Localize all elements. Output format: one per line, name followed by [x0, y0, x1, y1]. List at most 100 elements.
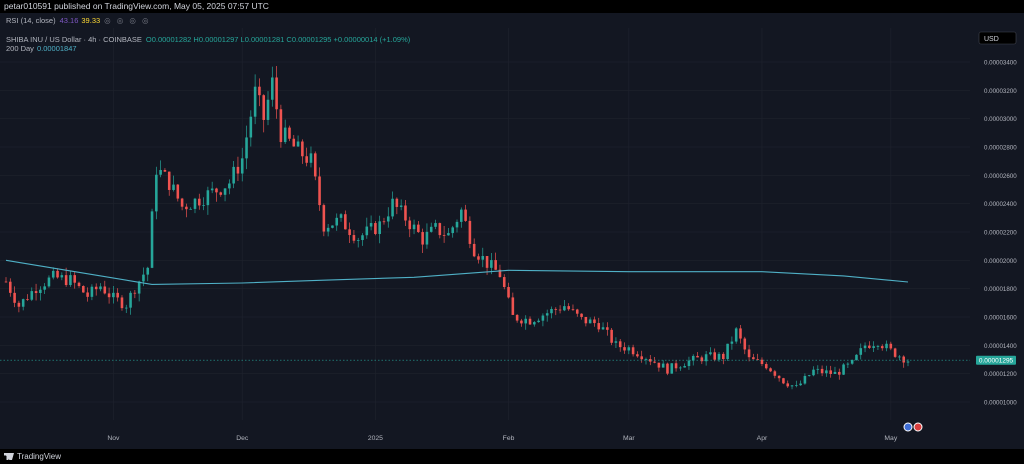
candle-body [584, 316, 588, 324]
candle [700, 355, 704, 365]
candle-body [348, 229, 351, 236]
rsi-settings-icon[interactable]: ◎ ◎ ◎ ◎ [104, 16, 151, 25]
candle [666, 362, 669, 376]
y-tick-label: 0.00003000 [984, 116, 1017, 123]
candle-body [893, 348, 897, 357]
candle [756, 353, 759, 361]
currency-button[interactable]: USD [978, 31, 1017, 45]
rsi-legend[interactable]: RSI (14, close) 43.16 39.33 ◎ ◎ ◎ ◎ [6, 16, 151, 25]
candle-body [498, 269, 502, 278]
candle [64, 267, 68, 287]
grid [0, 28, 970, 420]
candle [679, 366, 682, 371]
tradingview-logo-icon [4, 453, 14, 460]
tradingview-logo[interactable]: TradingView [4, 452, 61, 461]
candle-body [842, 364, 845, 375]
ma-legend[interactable]: 200 Day 0.00001847 [6, 44, 77, 53]
candle-body [588, 319, 592, 324]
candle [567, 303, 570, 311]
candle-body [691, 355, 695, 361]
candle [734, 327, 738, 344]
candle-body [120, 297, 124, 309]
candle-body [322, 205, 326, 232]
candle-body [429, 226, 433, 232]
candle-body [872, 346, 875, 348]
y-tick-label: 0.00002600 [984, 173, 1017, 180]
candle [520, 318, 523, 327]
candle-body [335, 217, 339, 226]
candle-body [116, 292, 119, 298]
candle [326, 223, 330, 237]
candle [782, 377, 785, 385]
plot-background [0, 28, 1024, 449]
candle-body [460, 209, 463, 222]
candle [777, 375, 781, 382]
candle-body [39, 289, 42, 294]
candle-body [833, 371, 837, 374]
candle-body [524, 318, 528, 324]
symbol-label: SHIBA INU / US Dollar · 4h · COINBASE [6, 35, 142, 44]
candle-body [399, 205, 403, 207]
candle-body [258, 86, 261, 96]
candle [305, 147, 308, 167]
candle-body [511, 297, 515, 315]
candle-body [266, 99, 270, 120]
candle-body [756, 359, 759, 361]
candle-body [107, 293, 111, 298]
candle-body [850, 359, 854, 364]
candle-body [597, 323, 601, 330]
candle-body [129, 292, 132, 308]
candle-body [490, 260, 493, 268]
x-axis[interactable]: Nov Dec 2025 Feb Mar Apr May [107, 435, 898, 442]
y-tick-label: 0.00002800 [984, 145, 1017, 152]
candle [528, 316, 532, 325]
candle-body [275, 77, 278, 110]
candle [56, 268, 59, 279]
y-axis[interactable]: 0.00003400 0.00003200 0.00003000 0.00002800… [984, 60, 1017, 407]
event-flags[interactable] [903, 422, 923, 432]
candle [288, 125, 291, 142]
candle [468, 216, 472, 249]
candle-body [124, 307, 128, 309]
candle-body [764, 364, 768, 369]
candle [889, 341, 893, 351]
candle [726, 343, 729, 361]
flag-us-icon [903, 422, 913, 432]
flag-us-icon-2 [913, 422, 923, 432]
candle [266, 91, 270, 126]
candle [764, 362, 768, 370]
candle-body [799, 383, 802, 386]
candle [219, 191, 223, 197]
candle-body [666, 363, 669, 374]
candle-body [777, 375, 781, 379]
candle [730, 336, 734, 350]
candle-body [889, 343, 893, 349]
candle [631, 344, 635, 357]
candle [833, 366, 837, 375]
candle [120, 295, 124, 311]
candle [283, 119, 287, 144]
candle [610, 327, 613, 346]
candle [451, 225, 454, 238]
candle-body [709, 352, 712, 355]
candle-body [331, 225, 334, 228]
candle [82, 285, 85, 293]
candle [202, 197, 205, 211]
candle-body [301, 141, 304, 157]
candle-body [180, 198, 184, 207]
candle-body [898, 356, 901, 358]
candle-body [713, 352, 717, 360]
candle-body [374, 223, 377, 235]
price-chart[interactable]: 0.00003400 0.00003200 0.00003000 0.00002800… [0, 28, 1024, 449]
candle-body [696, 355, 699, 358]
candle-body [283, 127, 287, 143]
candle-body [653, 361, 656, 363]
candle [116, 288, 119, 302]
candle [533, 321, 536, 327]
rsi-label: RSI (14, close) [6, 16, 56, 25]
candle [481, 247, 485, 268]
candle-body [34, 291, 38, 294]
candle [172, 175, 175, 192]
candle [253, 74, 257, 125]
candle [554, 307, 558, 316]
